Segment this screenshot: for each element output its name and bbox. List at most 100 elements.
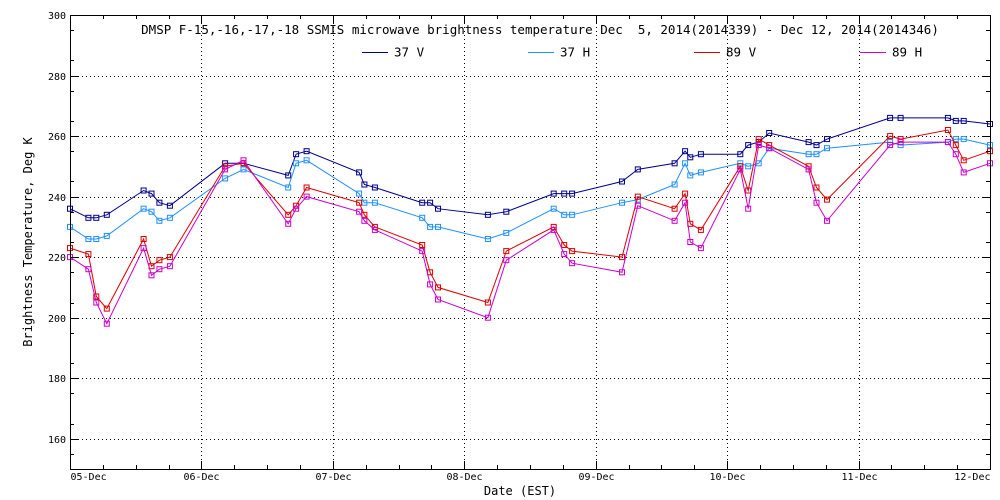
data-point-37-h xyxy=(569,211,576,218)
x-axis-label: Date (EST) xyxy=(484,484,556,498)
data-point-37-h xyxy=(293,160,300,167)
data-point-37-h xyxy=(550,205,557,212)
axes: 160 180 200 220 240 260 280 300 05-Dec 06-Dec 07-D… xyxy=(48,11,991,483)
data-point-37-h xyxy=(697,169,704,176)
data-point-37-h xyxy=(148,208,155,215)
x-tick-label: 05-Dec xyxy=(71,472,107,483)
data-point-89-v xyxy=(671,205,678,212)
data-point-37-v xyxy=(166,202,173,209)
x-tick-label: 11-Dec xyxy=(841,472,877,483)
data-point-37-v xyxy=(427,199,434,206)
data-point-37-h xyxy=(140,205,147,212)
data-point-89-v xyxy=(361,211,368,218)
data-point-89-h xyxy=(671,217,678,224)
legend-label-37-h: 37 H xyxy=(560,45,590,60)
data-point-37-v xyxy=(960,117,967,124)
data-point-89-v xyxy=(766,142,773,149)
plot-frame xyxy=(70,15,991,470)
data-point-37-v xyxy=(569,190,576,197)
data-point-37-h xyxy=(356,190,363,197)
data-point-37-h xyxy=(619,199,625,206)
data-point-89-h xyxy=(356,208,363,215)
data-point-89-h xyxy=(85,266,92,273)
data-point-37-v xyxy=(766,130,773,136)
y-tick-label: 160 xyxy=(48,435,66,446)
chart-title: DMSP F-15,-16,-17,-18 SSMIS microwave br… xyxy=(141,22,939,37)
data-point-89-h xyxy=(148,272,155,279)
data-point-37-h xyxy=(671,181,678,188)
y-tick-label: 280 xyxy=(48,72,66,83)
data-point-37-h xyxy=(222,175,229,182)
data-point-89-v xyxy=(419,242,426,248)
series-line-89-h xyxy=(69,141,991,325)
data-point-89-h xyxy=(371,226,378,233)
data-point-37-h xyxy=(85,236,92,242)
data-point-89-h xyxy=(561,251,568,258)
data-point-37-h xyxy=(687,172,694,179)
data-point-37-v xyxy=(944,114,951,121)
data-point-89-h xyxy=(813,199,820,206)
series-line-37-v xyxy=(69,117,991,219)
data-point-89-h xyxy=(484,314,491,321)
data-point-89-h xyxy=(682,199,689,206)
series-line-89-v xyxy=(69,129,991,310)
data-point-37-v xyxy=(148,190,155,197)
x-tick-label: 10-Dec xyxy=(709,472,745,483)
data-point-37-v xyxy=(140,187,147,194)
data-point-37-v xyxy=(303,148,310,155)
data-point-37-v xyxy=(356,169,363,176)
data-point-37-h xyxy=(435,223,441,230)
y-tick-label: 200 xyxy=(48,314,66,325)
data-point-89-h xyxy=(619,269,625,276)
x-tick-label: 12-Dec xyxy=(954,472,990,483)
data-point-37-v xyxy=(634,166,641,173)
series-line-37-h xyxy=(69,138,991,240)
data-point-37-v xyxy=(687,154,694,161)
data-point-89-h xyxy=(303,193,310,200)
data-point-89-v xyxy=(85,251,92,258)
data-point-89-h xyxy=(93,299,100,306)
data-point-37-h xyxy=(824,145,830,152)
data-point-89-h xyxy=(824,217,830,224)
data-point-37-h xyxy=(960,136,967,143)
data-point-89-v xyxy=(697,226,704,233)
grid-lines xyxy=(70,15,990,469)
legend-label-37-v: 37 V xyxy=(394,45,425,60)
y-tick-label: 260 xyxy=(48,132,66,143)
y-axis-label: Brightness Temperature, Deg K xyxy=(21,136,35,346)
legend: 37 V 37 H 89 V 89 H xyxy=(362,45,922,60)
data-point-37-h xyxy=(561,211,568,218)
data-point-89-h xyxy=(697,245,704,252)
data-point-37-v xyxy=(737,151,744,158)
x-tick-label: 07-Dec xyxy=(315,472,351,483)
data-point-37-v xyxy=(561,190,568,197)
x-tick-label: 06-Dec xyxy=(183,472,219,483)
data-point-37-h xyxy=(303,157,310,164)
data-point-37-h xyxy=(166,214,173,221)
data-point-89-h xyxy=(944,139,951,146)
data-point-89-h xyxy=(140,245,147,252)
data-point-89-h xyxy=(419,248,426,255)
y-tick-label: 180 xyxy=(48,374,66,385)
data-point-37-v xyxy=(361,181,368,188)
data-point-37-v xyxy=(85,214,92,221)
data-point-89-h xyxy=(737,166,744,173)
legend-label-89-v: 89 V xyxy=(726,45,757,60)
data-point-89-h xyxy=(766,145,773,152)
data-point-37-h xyxy=(503,229,510,236)
data-point-37-h xyxy=(419,214,426,221)
data-point-37-h xyxy=(285,184,292,191)
data-point-37-v xyxy=(293,151,300,158)
x-tick-label: 08-Dec xyxy=(446,472,482,483)
y-tick-label: 220 xyxy=(48,253,66,264)
data-point-89-v xyxy=(755,136,762,143)
data-point-37-v xyxy=(824,136,830,143)
data-point-37-v xyxy=(435,205,441,212)
data-point-89-h xyxy=(550,226,557,233)
data-point-37-v xyxy=(671,160,678,167)
data-point-89-v xyxy=(356,199,363,206)
data-point-89-v xyxy=(435,284,441,291)
data-point-37-v xyxy=(484,211,491,218)
y-tick-label: 240 xyxy=(48,193,66,204)
data-point-89-h xyxy=(166,263,173,270)
